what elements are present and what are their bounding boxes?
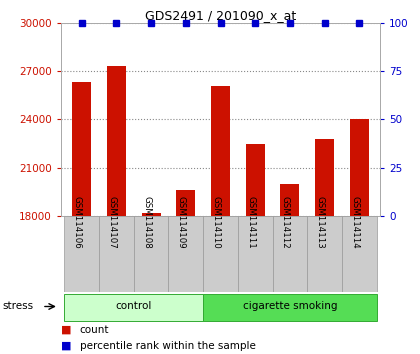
Bar — [107, 67, 126, 354]
Bar — [211, 86, 230, 354]
Text: ■: ■ — [61, 325, 71, 335]
Bar — [99, 216, 134, 292]
Bar — [72, 82, 91, 354]
Text: percentile rank within the sample: percentile rank within the sample — [80, 341, 256, 351]
Bar — [281, 184, 299, 354]
Bar — [168, 216, 203, 292]
Bar — [246, 144, 265, 354]
Text: stress: stress — [2, 302, 33, 312]
Bar — [64, 293, 203, 321]
Text: GSM114111: GSM114111 — [246, 196, 255, 249]
Text: GSM114108: GSM114108 — [142, 196, 151, 249]
Bar — [176, 190, 195, 354]
Bar — [203, 293, 377, 321]
Bar — [307, 216, 342, 292]
Text: control: control — [116, 302, 152, 312]
Bar — [342, 216, 377, 292]
Bar — [142, 213, 161, 354]
Bar — [273, 216, 307, 292]
Text: GSM114113: GSM114113 — [315, 196, 325, 249]
Text: cigarette smoking: cigarette smoking — [243, 302, 337, 312]
Text: GSM114107: GSM114107 — [108, 196, 116, 249]
Bar — [134, 216, 168, 292]
Bar — [238, 216, 273, 292]
Bar — [203, 216, 238, 292]
Title: GDS2491 / 201090_x_at: GDS2491 / 201090_x_at — [145, 9, 296, 22]
Bar — [64, 216, 99, 292]
Text: GSM114109: GSM114109 — [177, 196, 186, 249]
Text: ■: ■ — [61, 341, 71, 351]
Text: GSM114114: GSM114114 — [350, 196, 359, 249]
Text: GSM114106: GSM114106 — [73, 196, 82, 249]
Text: GSM114112: GSM114112 — [281, 196, 290, 249]
Text: count: count — [80, 325, 109, 335]
Bar — [315, 139, 334, 354]
Bar — [350, 119, 369, 354]
Text: GSM114110: GSM114110 — [212, 196, 220, 249]
